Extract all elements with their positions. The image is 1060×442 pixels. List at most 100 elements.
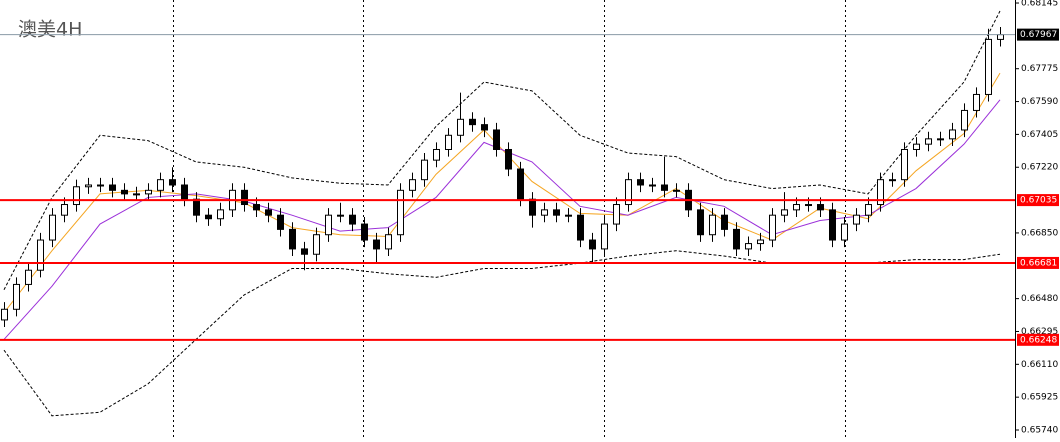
level-box <box>1017 194 1059 207</box>
candle-body <box>469 118 476 126</box>
candle-body <box>433 148 440 161</box>
candle-body <box>217 209 224 220</box>
candle-body <box>37 239 44 271</box>
candle-body <box>25 269 32 285</box>
candle-body <box>889 179 896 182</box>
last-price-label: 0.67967 <box>1020 30 1057 40</box>
y-tick-label: 0.68145 <box>1021 0 1058 9</box>
indicator-line <box>3 10 1001 290</box>
candle-body <box>829 209 836 241</box>
candle-body <box>121 189 128 195</box>
candle-body <box>1 308 8 321</box>
candle-body <box>649 184 656 187</box>
candle-body <box>373 239 380 250</box>
candle-body <box>325 214 332 236</box>
level-box <box>1017 333 1059 346</box>
y-tick-label: 0.65925 <box>1021 393 1058 403</box>
candle-body <box>613 204 620 225</box>
candle-body <box>541 209 548 216</box>
candle-body <box>397 189 404 236</box>
candle-body <box>625 179 632 206</box>
y-tick-label: 0.66850 <box>1021 228 1058 238</box>
y-tick-label: 0.65740 <box>1021 426 1058 436</box>
candle-body <box>805 204 812 207</box>
y-tick-label: 0.67405 <box>1021 130 1058 140</box>
candle-body <box>241 189 248 206</box>
candle-body <box>169 179 176 186</box>
candle-body <box>157 179 164 191</box>
candle-body <box>757 239 764 245</box>
candle-body <box>601 223 608 250</box>
candle-body <box>745 243 752 250</box>
candle-body <box>817 204 824 211</box>
last-price-box <box>1017 28 1059 41</box>
y-tick-label: 0.67590 <box>1021 97 1058 107</box>
candle-body <box>709 214 716 236</box>
candle-body <box>913 143 920 150</box>
level-box <box>1017 256 1059 269</box>
candle-body <box>361 223 368 241</box>
level-label: 0.66681 <box>1020 258 1057 268</box>
candle-body <box>193 198 200 216</box>
candle-body <box>13 283 20 310</box>
candle-body <box>301 248 308 255</box>
candle-body <box>109 184 116 191</box>
y-tick-label: 0.66110 <box>1021 360 1058 370</box>
candle-body <box>733 228 740 250</box>
level-label: 0.67035 <box>1020 196 1057 206</box>
candle-body <box>697 209 704 236</box>
candle-body <box>949 129 956 140</box>
candle-body <box>481 124 488 131</box>
candle-body <box>409 179 416 191</box>
candle-body <box>769 214 776 241</box>
candle-body <box>997 34 1004 40</box>
candle-body <box>277 214 284 230</box>
candle-body <box>901 148 908 181</box>
candle-body <box>133 193 140 196</box>
candle-body <box>565 214 572 217</box>
candle-body <box>853 214 860 225</box>
candle-body <box>961 109 968 131</box>
candle-body <box>721 214 728 230</box>
candle-body <box>85 184 92 188</box>
candle-body <box>877 179 884 206</box>
candle-body <box>577 214 584 241</box>
candle-body <box>61 204 68 216</box>
candle-body <box>421 159 428 181</box>
candle-body <box>841 223 848 241</box>
candle-body <box>865 204 872 216</box>
candle-body <box>553 209 560 216</box>
level-label: 0.66248 <box>1020 335 1057 345</box>
period-separators <box>173 0 846 438</box>
candle-body <box>673 189 680 192</box>
y-tick-label: 0.66295 <box>1021 327 1058 337</box>
candle-body <box>349 214 356 225</box>
candle-body <box>289 228 296 250</box>
candle-body <box>145 189 152 195</box>
candle-body <box>529 198 536 216</box>
candle-body <box>781 209 788 216</box>
candle-body <box>385 234 392 250</box>
candle-body <box>925 138 932 145</box>
candle-body <box>589 239 596 250</box>
candle-body <box>313 234 320 255</box>
candle-body <box>337 214 344 217</box>
candle-body <box>49 214 56 241</box>
candle-body <box>661 184 668 191</box>
candle-body <box>97 184 104 187</box>
candle-body <box>205 214 212 220</box>
candle-body <box>493 129 500 150</box>
candle-body <box>505 148 512 170</box>
candle-body <box>517 168 524 200</box>
candle-body <box>637 179 644 186</box>
chart-title: 澳美4H <box>18 19 82 41</box>
candle-body <box>985 38 992 95</box>
candle-body <box>793 204 800 211</box>
y-tick-label: 0.66480 <box>1021 294 1058 304</box>
candle-body <box>457 118 464 136</box>
candle-body <box>445 134 452 150</box>
y-tick-label: 0.67220 <box>1021 163 1058 173</box>
